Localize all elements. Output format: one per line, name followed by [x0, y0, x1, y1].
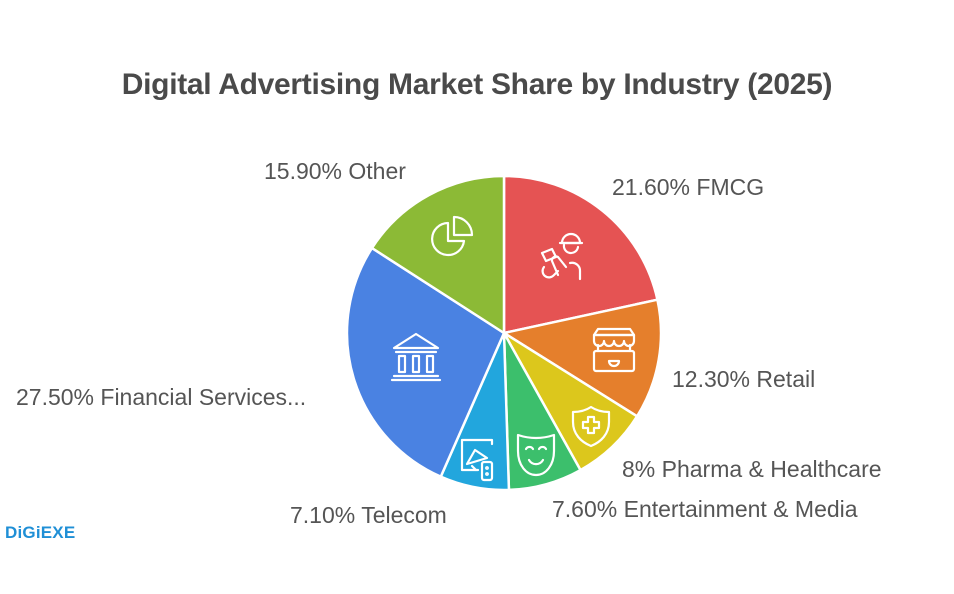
- label-financial: 27.50% Financial Services...: [16, 384, 307, 410]
- delivery-person-icon: [540, 232, 584, 281]
- label-fmcg: 21.60% FMCG: [612, 174, 765, 200]
- label-entertainment: 7.60% Entertainment & Media: [552, 496, 858, 522]
- pie-slice-financial-services: [345, 246, 506, 479]
- pie-icons: [390, 215, 636, 482]
- health-shield-icon: [571, 405, 611, 448]
- pie-chart-icon: [431, 215, 474, 257]
- bank-icon: [390, 332, 442, 382]
- pie-slice-other: [370, 174, 506, 336]
- brand-logo: DiGiEXE: [5, 523, 76, 542]
- label-pharma: 8% Pharma & Healthcare: [622, 456, 882, 482]
- label-retail: 12.30% Retail: [672, 366, 816, 392]
- pie-slice-fmcg: [502, 174, 659, 335]
- megaphone-screen-icon: [460, 438, 494, 482]
- pie-slices: [345, 174, 663, 492]
- label-other: 15.90% Other: [264, 158, 406, 184]
- label-telecom: 7.10% Telecom: [290, 502, 447, 528]
- chart-title: Digital Advertising Market Share by Indu…: [121, 68, 833, 101]
- theater-mask-icon: [516, 433, 556, 477]
- storefront-icon: [592, 327, 636, 373]
